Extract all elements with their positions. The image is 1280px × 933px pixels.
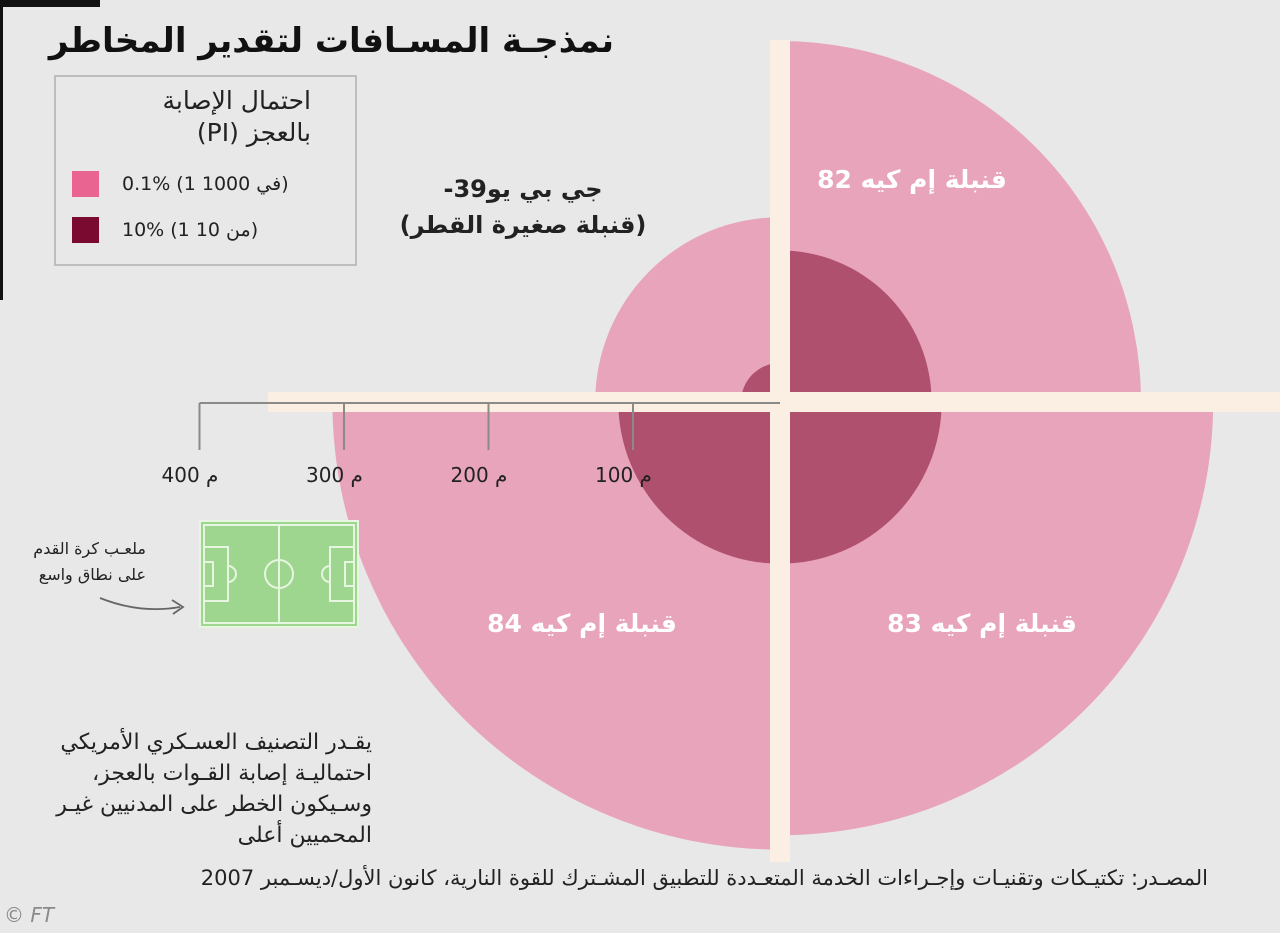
ft-credit: © FT — [4, 903, 55, 927]
left-accent-bar — [0, 0, 3, 300]
scale-tick-label-100: 100 م — [595, 463, 652, 487]
scale-tick-label-400: 400 م — [162, 463, 219, 487]
legend-swatch-outer — [72, 171, 99, 197]
legend: احتمال الإصابة بالعجز (PI) 0.1% (1 في 10… — [54, 75, 357, 266]
inner-sector-bottom-right — [780, 402, 942, 564]
legend-title-line1: احتمال الإصابة — [162, 86, 311, 115]
munition-label-top-left: جي بي يو39- — [443, 175, 602, 203]
football-pitch-label: ملعـب كرة القدم على نطاق واسع — [33, 539, 146, 584]
legend-swatch-inner — [72, 217, 99, 243]
vertical-divider — [770, 40, 790, 862]
legend-label-outer: 0.1% (1 في 1000) — [122, 173, 289, 195]
legend-label-inner: 10% (1 من 10) — [122, 219, 259, 241]
munition-label-bottom-right: قنبلة إم كيه 83 — [887, 609, 1077, 638]
inner-sector-bottom-left — [618, 402, 780, 564]
scale-tick-label-300: 300 م — [306, 463, 363, 487]
chart-title: نمذجـة المسـافات لتقدير المخاطر — [48, 21, 614, 61]
legend-title-line2: بالعجز (PI) — [196, 118, 311, 147]
source-line: المصـدر: تكتيـكات وتقنيـات وإجـراءات الخ… — [200, 866, 1208, 890]
legend-item-outer: 0.1% (1 في 1000) — [72, 171, 332, 197]
legend-title: احتمال الإصابة بالعجز (PI) — [71, 85, 311, 149]
inner-sector-top-right — [780, 250, 932, 402]
footnote: يقـدر التصنيف العسـكري الأمريكي احتماليـ… — [56, 730, 372, 848]
football-pitch — [199, 520, 359, 628]
munition-subtitle-top-left: (قنبلة صغيرة القطر) — [400, 211, 647, 239]
scale-tick-label-200: 200 م — [451, 463, 508, 487]
munition-label-bottom-left: قنبلة إم كيه 84 — [487, 609, 677, 638]
top-accent-bar — [0, 0, 100, 7]
pitch-pointer-arrow — [99, 597, 185, 615]
outer-sector-top-left — [595, 217, 780, 402]
legend-item-inner: 10% (1 من 10) — [72, 217, 332, 243]
munition-label-top-right: قنبلة إم كيه 82 — [817, 165, 1007, 194]
